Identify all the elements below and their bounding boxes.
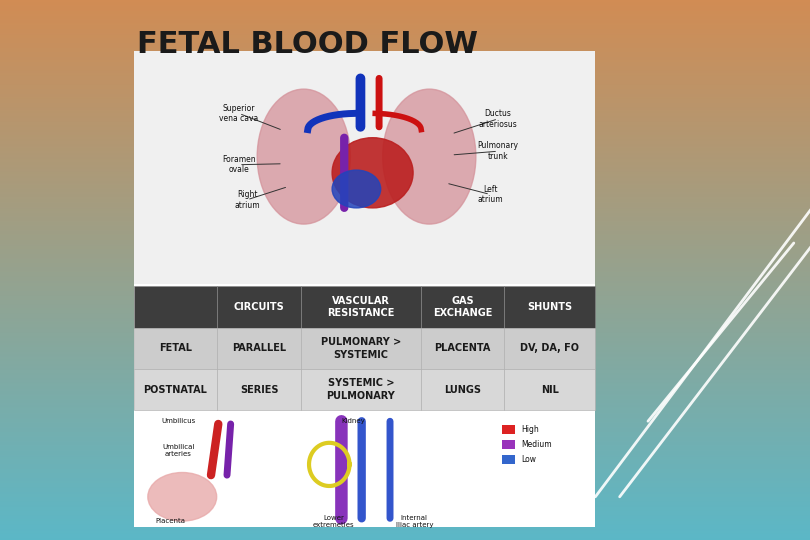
Ellipse shape	[332, 170, 381, 208]
Text: SHUNTS: SHUNTS	[527, 302, 573, 312]
Ellipse shape	[258, 89, 351, 224]
Text: CIRCUITS: CIRCUITS	[234, 302, 284, 312]
FancyArrowPatch shape	[227, 424, 231, 475]
Text: PARALLEL: PARALLEL	[232, 343, 286, 353]
Text: PULMONARY >
SYSTEMIC: PULMONARY > SYSTEMIC	[321, 337, 401, 360]
Text: High: High	[521, 425, 539, 434]
Bar	[134, 51, 595, 284]
Bar	[301, 369, 421, 410]
Text: LUNGS: LUNGS	[444, 384, 481, 395]
Ellipse shape	[332, 138, 413, 208]
Text: Pulmonary
trunk: Pulmonary trunk	[478, 141, 518, 161]
Bar	[421, 286, 505, 328]
Text: Low: Low	[521, 455, 536, 464]
Text: SERIES: SERIES	[240, 384, 279, 395]
FancyArrowPatch shape	[211, 424, 219, 475]
Bar	[134, 328, 217, 369]
Bar	[502, 425, 515, 434]
Bar	[301, 286, 421, 328]
Text: FETAL BLOOD FLOW: FETAL BLOOD FLOW	[138, 30, 478, 59]
Ellipse shape	[383, 89, 476, 224]
Bar	[217, 328, 301, 369]
Text: Superior
vena cava: Superior vena cava	[220, 104, 258, 123]
Text: NIL: NIL	[541, 384, 559, 395]
Bar	[301, 328, 421, 369]
Bar	[217, 369, 301, 410]
Text: FETAL: FETAL	[159, 343, 192, 353]
Text: Kidney: Kidney	[342, 418, 365, 424]
Bar	[134, 51, 595, 526]
Bar	[217, 286, 301, 328]
Bar	[421, 369, 505, 410]
Text: DV, DA, FO: DV, DA, FO	[520, 343, 579, 353]
Text: Medium: Medium	[521, 440, 552, 449]
Bar	[134, 286, 217, 328]
Ellipse shape	[147, 472, 217, 521]
Bar	[502, 440, 515, 449]
Text: Placenta: Placenta	[155, 518, 185, 524]
Bar	[505, 286, 595, 328]
Bar	[134, 413, 595, 526]
Text: Umbilicus: Umbilicus	[161, 418, 195, 424]
Text: Ductus
arteriosus: Ductus arteriosus	[479, 109, 518, 129]
Text: POSTNATAL: POSTNATAL	[143, 384, 207, 395]
Text: Lower
extremeties: Lower extremeties	[313, 515, 354, 528]
Text: VASCULAR
RESISTANCE: VASCULAR RESISTANCE	[327, 296, 394, 318]
Bar	[134, 369, 217, 410]
Text: Left
atrium: Left atrium	[477, 185, 503, 204]
Text: SYSTEMIC >
PULMONARY: SYSTEMIC > PULMONARY	[326, 379, 395, 401]
Text: Internal
Iliac artery: Internal Iliac artery	[395, 515, 433, 528]
Bar	[505, 328, 595, 369]
Text: Foramen
ovale: Foramen ovale	[222, 155, 256, 174]
Text: Umbilical
arteries: Umbilical arteries	[162, 444, 194, 457]
Bar	[421, 328, 505, 369]
Bar	[502, 455, 515, 464]
Bar	[505, 369, 595, 410]
Text: Right
atrium: Right atrium	[234, 190, 260, 210]
Text: GAS
EXCHANGE: GAS EXCHANGE	[433, 296, 492, 318]
Text: PLACENTA: PLACENTA	[434, 343, 491, 353]
